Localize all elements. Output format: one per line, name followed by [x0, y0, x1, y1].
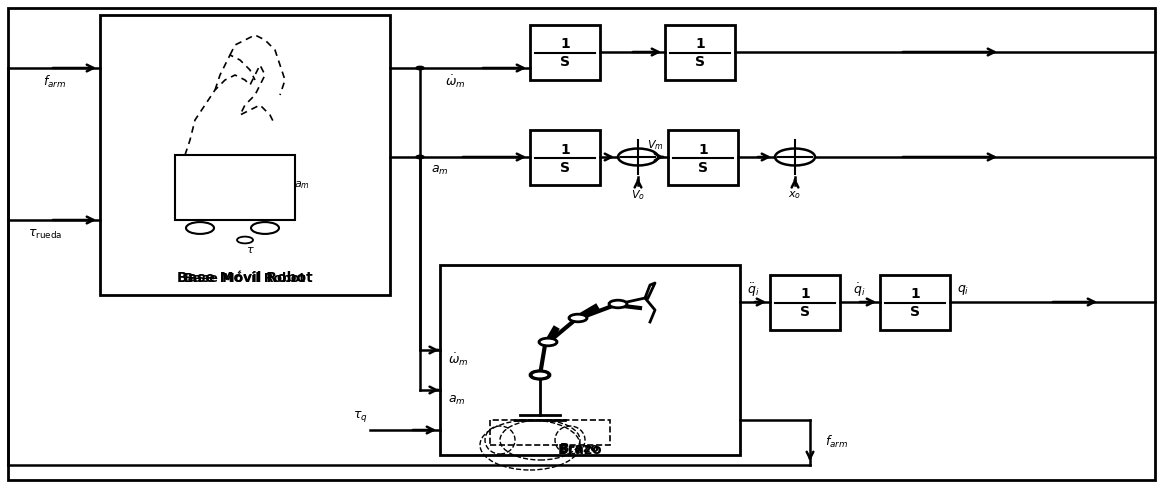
Circle shape: [530, 371, 550, 379]
Text: S: S: [695, 56, 705, 69]
Text: $V_m$: $V_m$: [647, 138, 663, 152]
Text: $a_m$: $a_m$: [431, 163, 449, 177]
Text: Brazo: Brazo: [561, 441, 600, 455]
Bar: [880, 275, 950, 330]
Text: S: S: [800, 306, 809, 319]
Circle shape: [531, 371, 549, 379]
Circle shape: [538, 338, 557, 346]
Text: $V_o$: $V_o$: [632, 188, 645, 202]
Text: 1: 1: [561, 37, 570, 52]
Text: Base Móvil Robot: Base Móvil Robot: [185, 272, 306, 284]
Text: S: S: [561, 56, 570, 69]
Text: $f_{arm}$: $f_{arm}$: [825, 434, 848, 450]
Text: $q_i$: $q_i$: [957, 283, 969, 297]
Text: $\dot{\omega}_m$: $\dot{\omega}_m$: [448, 352, 469, 369]
Text: 1: 1: [561, 143, 570, 156]
Circle shape: [609, 300, 627, 308]
Text: 1: 1: [800, 287, 809, 302]
Circle shape: [569, 314, 587, 322]
Text: Brazo: Brazo: [558, 443, 602, 457]
Text: $\dot{q}_i$: $\dot{q}_i$: [852, 281, 865, 299]
Text: 1: 1: [695, 37, 705, 52]
Text: 1: 1: [911, 287, 920, 302]
Text: 1: 1: [698, 143, 708, 156]
Bar: [668, 130, 739, 185]
Bar: [530, 25, 600, 80]
Text: $x_o$: $x_o$: [789, 189, 801, 201]
Text: $\tau_q$: $\tau_q$: [352, 408, 368, 424]
Bar: [100, 15, 390, 295]
Bar: [770, 275, 840, 330]
Text: S: S: [698, 160, 708, 175]
Text: $a_m$: $a_m$: [294, 179, 309, 191]
Text: $a_m$: $a_m$: [448, 394, 465, 406]
Text: S: S: [909, 306, 920, 319]
Text: $f_{arm}$: $f_{arm}$: [43, 74, 66, 90]
Circle shape: [416, 155, 424, 159]
Bar: [174, 155, 295, 220]
Bar: [530, 130, 600, 185]
Text: $\tau_{\rm rueda}$: $\tau_{\rm rueda}$: [28, 227, 62, 241]
Text: Base Móvil Robot: Base Móvil Robot: [177, 271, 313, 285]
Circle shape: [416, 66, 424, 70]
Bar: [665, 25, 735, 80]
Bar: [440, 265, 740, 455]
Text: $\tau$: $\tau$: [245, 245, 255, 255]
Text: $\ddot{q}_i$: $\ddot{q}_i$: [747, 281, 759, 299]
Bar: [490, 420, 611, 445]
Text: S: S: [561, 160, 570, 175]
Text: $\dot{\omega}_m$: $\dot{\omega}_m$: [444, 74, 465, 91]
